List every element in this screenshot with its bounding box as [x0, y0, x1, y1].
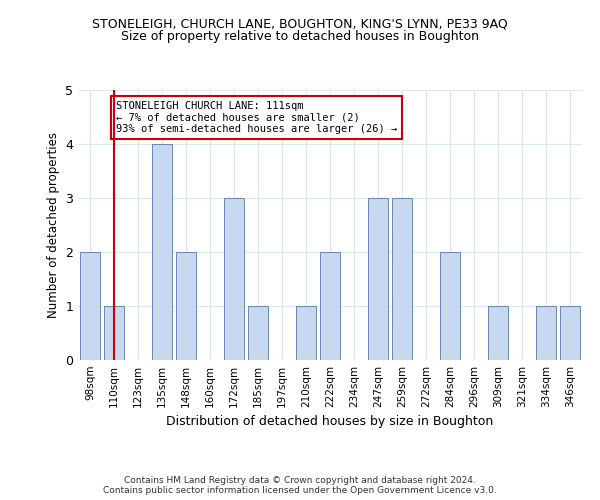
Text: STONELEIGH CHURCH LANE: 111sqm
← 7% of detached houses are smaller (2)
93% of se: STONELEIGH CHURCH LANE: 111sqm ← 7% of d… [116, 101, 397, 134]
X-axis label: Distribution of detached houses by size in Boughton: Distribution of detached houses by size … [166, 416, 494, 428]
Text: STONELEIGH, CHURCH LANE, BOUGHTON, KING'S LYNN, PE33 9AQ: STONELEIGH, CHURCH LANE, BOUGHTON, KING'… [92, 18, 508, 30]
Bar [152, 144, 172, 360]
Bar [368, 198, 388, 360]
Bar [560, 306, 580, 360]
Bar [224, 198, 244, 360]
Text: Size of property relative to detached houses in Boughton: Size of property relative to detached ho… [121, 30, 479, 43]
Bar [536, 306, 556, 360]
Bar [248, 306, 268, 360]
Bar [440, 252, 460, 360]
Text: Contains HM Land Registry data © Crown copyright and database right 2024.
Contai: Contains HM Land Registry data © Crown c… [103, 476, 497, 495]
Bar [176, 252, 196, 360]
Bar [80, 252, 100, 360]
Bar [104, 306, 124, 360]
Bar [320, 252, 340, 360]
Bar [296, 306, 316, 360]
Bar [392, 198, 412, 360]
Y-axis label: Number of detached properties: Number of detached properties [47, 132, 59, 318]
Bar [488, 306, 508, 360]
